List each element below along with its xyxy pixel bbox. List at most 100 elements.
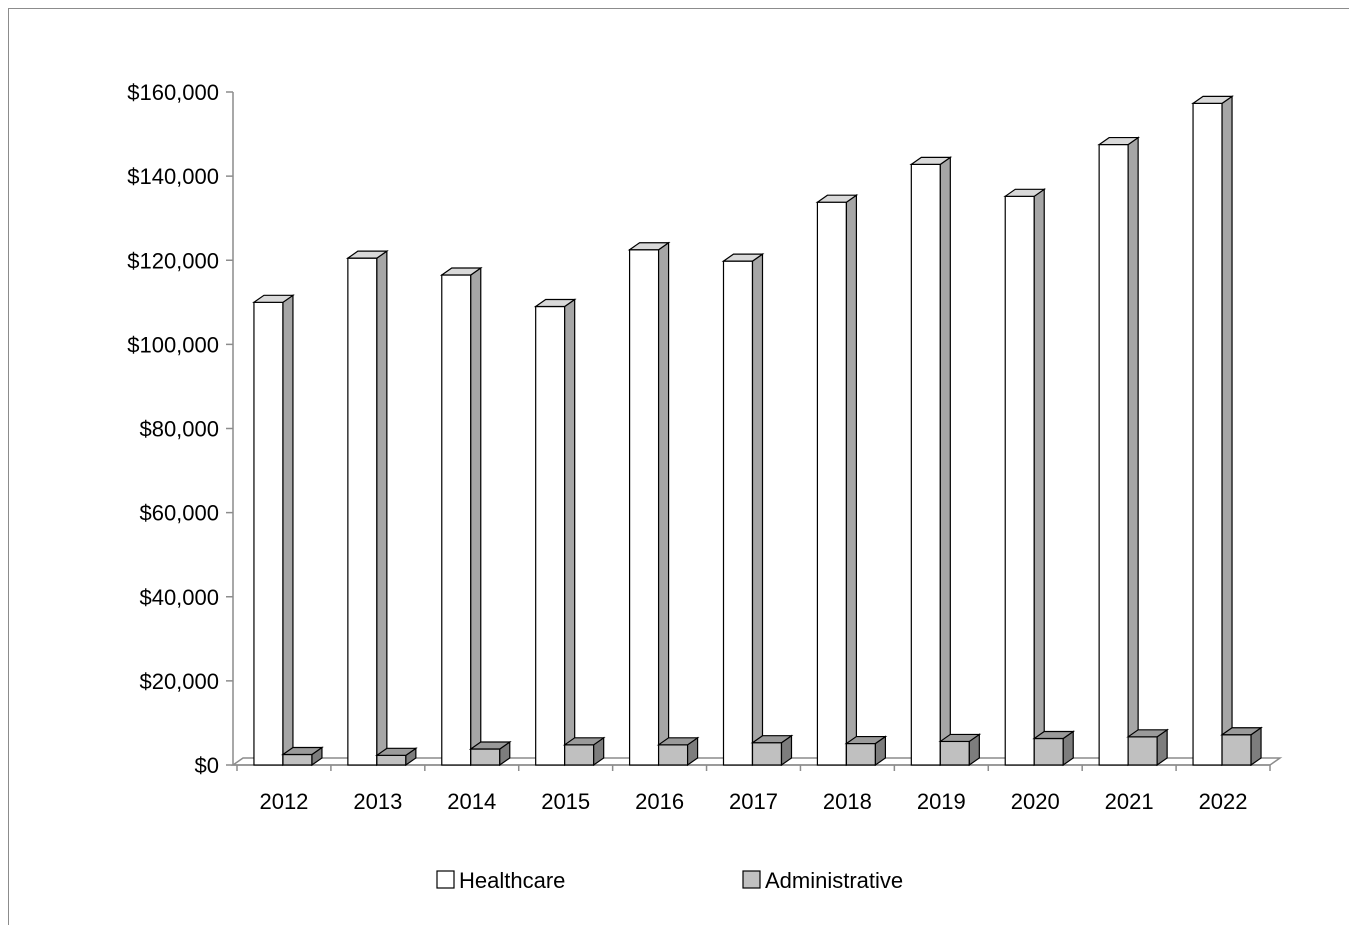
bar-healthcare-2018-side: [845, 194, 858, 767]
legend-label-administrative: Administrative: [765, 868, 903, 893]
bar-healthcare-2012: [252, 294, 295, 767]
bar-healthcare-2016-front: [628, 249, 660, 766]
bar-administrative-2021-top: [1126, 729, 1170, 738]
bar-healthcare-2018-top: [815, 194, 859, 203]
bar-administrative-2013: [374, 747, 418, 767]
chart-area: [8, 8, 1349, 925]
bar-healthcare-2017: [721, 252, 765, 767]
bar-administrative-2018-top: [844, 735, 888, 745]
x-tick-label: 2018: [823, 789, 872, 814]
bar-healthcare-2019: [909, 156, 953, 767]
bar-healthcare-2013: [345, 249, 389, 767]
x-tick-label: 2013: [353, 789, 402, 814]
bar-healthcare-2021: [1097, 136, 1141, 767]
bar-healthcare-2016-top: [627, 242, 671, 251]
y-tick-label: $100,000: [127, 332, 219, 357]
bar-healthcare-2022-front: [1192, 102, 1223, 766]
y-tick-label: $60,000: [139, 501, 219, 526]
bar-administrative-2012-top: [281, 746, 324, 756]
bar-administrative-2015: [562, 736, 606, 767]
legend-label-healthcare: Healthcare: [459, 868, 565, 893]
bar-healthcare-2020: [1003, 188, 1047, 767]
y-tick-label: $40,000: [139, 585, 219, 610]
bar-healthcare-2014-top: [439, 267, 483, 276]
x-tick-label: 2016: [635, 789, 684, 814]
legend: Healthcare Administrative: [436, 868, 903, 893]
bar-healthcare-2012-front: [253, 301, 284, 766]
x-tick-label: 2015: [541, 789, 590, 814]
bar-administrative-2014-top: [468, 741, 512, 750]
legend-swatch-healthcare: [436, 870, 455, 889]
bar-healthcare-2021-side: [1127, 136, 1139, 767]
bar-administrative-2015-top: [562, 737, 606, 746]
y-tick-label: $20,000: [139, 669, 219, 694]
bar-administrative-2020: [1032, 730, 1076, 767]
bar-healthcare-2014-side: [470, 266, 482, 767]
bar-healthcare-2018: [815, 194, 859, 767]
bar-administrative-2022-top: [1220, 727, 1263, 736]
bar-administrative-2018-front: [845, 742, 877, 766]
bar-healthcare-2012-top: [252, 294, 295, 303]
x-tick-label: 2014: [447, 789, 496, 814]
bar-healthcare-2021-top: [1097, 136, 1141, 146]
bar-healthcare-2019-side: [939, 156, 951, 767]
y-tick-label: $80,000: [139, 417, 219, 442]
bar-administrative-2012: [281, 746, 324, 767]
bar-administrative-2020-top: [1032, 730, 1076, 740]
bar-healthcare-2020-side: [1033, 188, 1045, 767]
bar-administrative-2014-front: [470, 748, 501, 766]
bar-administrative-2019-front: [939, 740, 970, 766]
y-tick-label: $160,000: [127, 80, 219, 105]
bar-administrative-2013-top: [374, 747, 418, 756]
bar-healthcare-2020-top: [1003, 188, 1047, 197]
bar-administrative-2013-front: [376, 754, 407, 766]
bar-healthcare-2015-front: [535, 305, 566, 766]
bar-administrative-2019-top: [938, 733, 982, 743]
bar-healthcare-2018-front: [816, 201, 848, 766]
bar-administrative-2012-front: [282, 753, 313, 766]
bar-healthcare-2017-top: [721, 253, 765, 262]
bar-administrative-2019: [938, 733, 982, 767]
bar-healthcare-2022: [1191, 95, 1234, 767]
bar-healthcare-2013-side: [376, 249, 388, 767]
bar-healthcare-2017-front: [722, 260, 754, 766]
bar-healthcare-2021-front: [1098, 143, 1129, 766]
x-tick-label: 2021: [1105, 789, 1154, 814]
bar-healthcare-2017-side: [751, 252, 764, 767]
bar-healthcare-2022-side: [1221, 95, 1233, 767]
bar-administrative-2017-top: [750, 735, 794, 744]
bar-healthcare-2019-top: [909, 156, 953, 165]
bar-administrative-2014: [468, 740, 512, 767]
bar-administrative-2022-front: [1221, 734, 1252, 766]
legend-swatch-administrative: [742, 870, 761, 889]
bar-administrative-2016-top: [656, 737, 700, 746]
bar-healthcare-2015-top: [533, 298, 577, 308]
x-tick-label: 2017: [729, 789, 778, 814]
y-tick-label: $120,000: [127, 248, 219, 273]
bar-healthcare-2013-top: [345, 250, 389, 259]
bar-healthcare-2022-top: [1191, 95, 1234, 104]
bar-administrative-2018: [844, 735, 888, 767]
bar-healthcare-2014: [439, 266, 483, 767]
x-tick-label: 2020: [1011, 789, 1060, 814]
bar-administrative-2021-front: [1127, 736, 1158, 766]
bars: [252, 95, 1263, 767]
x-tick-label: 2019: [917, 789, 966, 814]
bar-healthcare-2016: [627, 241, 671, 767]
bar-administrative-2016: [656, 736, 700, 767]
y-tick-label: $140,000: [127, 164, 219, 189]
bar-administrative-2015-front: [564, 744, 595, 766]
bar-healthcare-2020-front: [1004, 195, 1035, 766]
bar-healthcare-2012-side: [282, 294, 294, 767]
y-tick-label: $0: [195, 753, 219, 778]
bar-healthcare-2013-front: [347, 257, 378, 766]
bar-healthcare-2019-front: [910, 163, 941, 766]
bar-administrative-2017: [750, 734, 794, 767]
bar-healthcare-2015: [533, 298, 577, 767]
bar-healthcare-2014-front: [441, 274, 472, 766]
bar-healthcare-2016-side: [657, 241, 670, 767]
bar-administrative-2017-front: [751, 742, 783, 766]
x-tick-label: 2022: [1199, 789, 1248, 814]
bar-healthcare-2015-side: [564, 298, 576, 767]
